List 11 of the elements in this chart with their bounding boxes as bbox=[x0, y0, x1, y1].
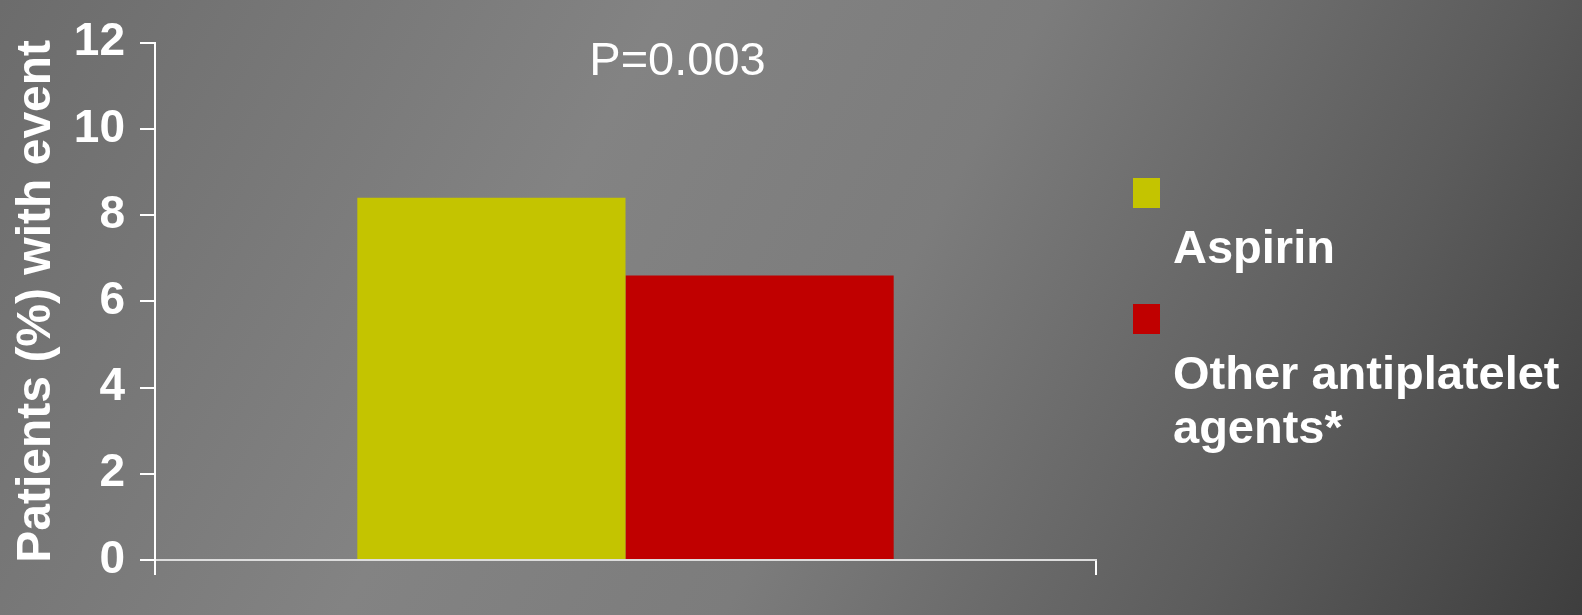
y-tick-label: 10 bbox=[73, 99, 125, 152]
y-tick-label: 8 bbox=[99, 185, 125, 238]
y-tick-label: 0 bbox=[99, 530, 125, 583]
y-tick-label: 6 bbox=[99, 271, 125, 324]
legend-label: Aspirin bbox=[1173, 220, 1336, 274]
legend-label: Other antiplatelet agents* bbox=[1173, 346, 1561, 454]
y-tick-label: 12 bbox=[73, 13, 125, 66]
y-axis-title: Patients (%) with event bbox=[7, 39, 61, 563]
y-tick-label: 4 bbox=[99, 358, 126, 411]
y-tick-label: 2 bbox=[99, 444, 125, 497]
annotation: P=0.003 bbox=[589, 31, 766, 85]
